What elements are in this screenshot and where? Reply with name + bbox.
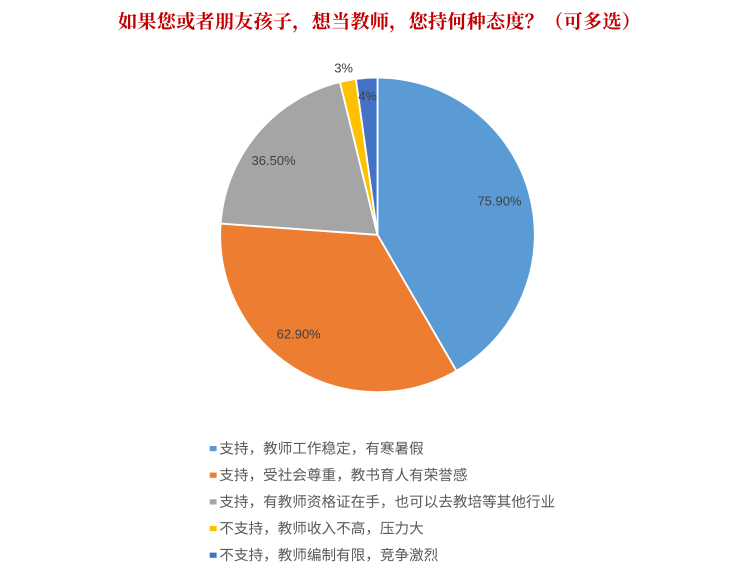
svg-text:3%: 3% [334,61,353,76]
svg-text:62.90%: 62.90% [277,327,322,342]
svg-text:75.90%: 75.90% [477,193,522,208]
svg-text:36.50%: 36.50% [252,153,297,168]
svg-text:4%: 4% [358,89,377,104]
